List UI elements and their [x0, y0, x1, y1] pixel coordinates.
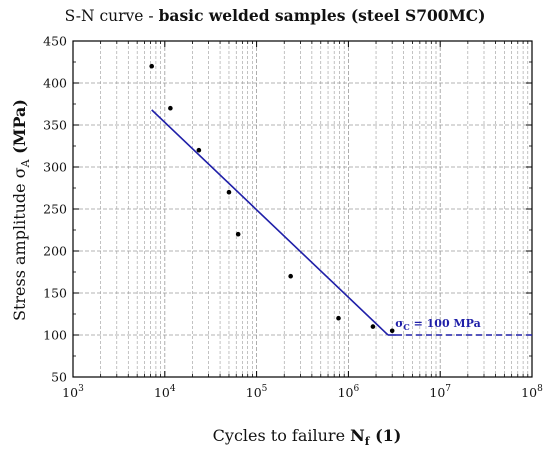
y-tick-label: 450	[43, 34, 67, 49]
axis-ticks	[72, 40, 533, 378]
x-tick-label: 103	[62, 384, 84, 400]
x-tick-labels: 103 104 105 106 107 108	[62, 384, 543, 400]
data-point	[370, 324, 376, 329]
data-point	[168, 105, 173, 111]
sn-fit-line	[151, 109, 389, 336]
y-tick-label: 50	[51, 370, 67, 385]
data-series	[149, 63, 532, 336]
y-tick-label: 300	[43, 160, 67, 175]
y-tick-label: 400	[43, 76, 67, 91]
data-point	[389, 328, 395, 334]
y-tick-label: 250	[43, 202, 67, 217]
x-tick-label: 105	[246, 384, 268, 400]
y-tick-label: 100	[43, 328, 67, 343]
y-axis-label: Stress amplitude σA (MPa)	[10, 99, 32, 321]
data-point	[336, 315, 341, 321]
x-tick-label: 104	[154, 384, 176, 400]
y-tick-label: 350	[43, 118, 67, 133]
y-tick-label: 200	[43, 244, 67, 259]
data-point	[288, 273, 293, 279]
data-point	[196, 147, 202, 153]
grid	[73, 41, 532, 377]
x-tick-label: 106	[338, 384, 360, 400]
fatigue-limit-label: σC = 100 MPa	[395, 317, 480, 332]
chart-title: S-N curve - basic welded samples (steel …	[65, 6, 486, 25]
data-point	[149, 63, 155, 69]
x-tick-label: 108	[521, 384, 543, 400]
y-tick-labels: 50 100 150 200 250 300 350 400 450	[43, 34, 67, 385]
data-point	[235, 231, 241, 237]
data-point	[226, 189, 232, 195]
x-tick-label: 107	[429, 384, 451, 400]
x-axis-label: Cycles to failure Nf (1)	[213, 426, 402, 448]
y-tick-label: 150	[43, 286, 67, 301]
